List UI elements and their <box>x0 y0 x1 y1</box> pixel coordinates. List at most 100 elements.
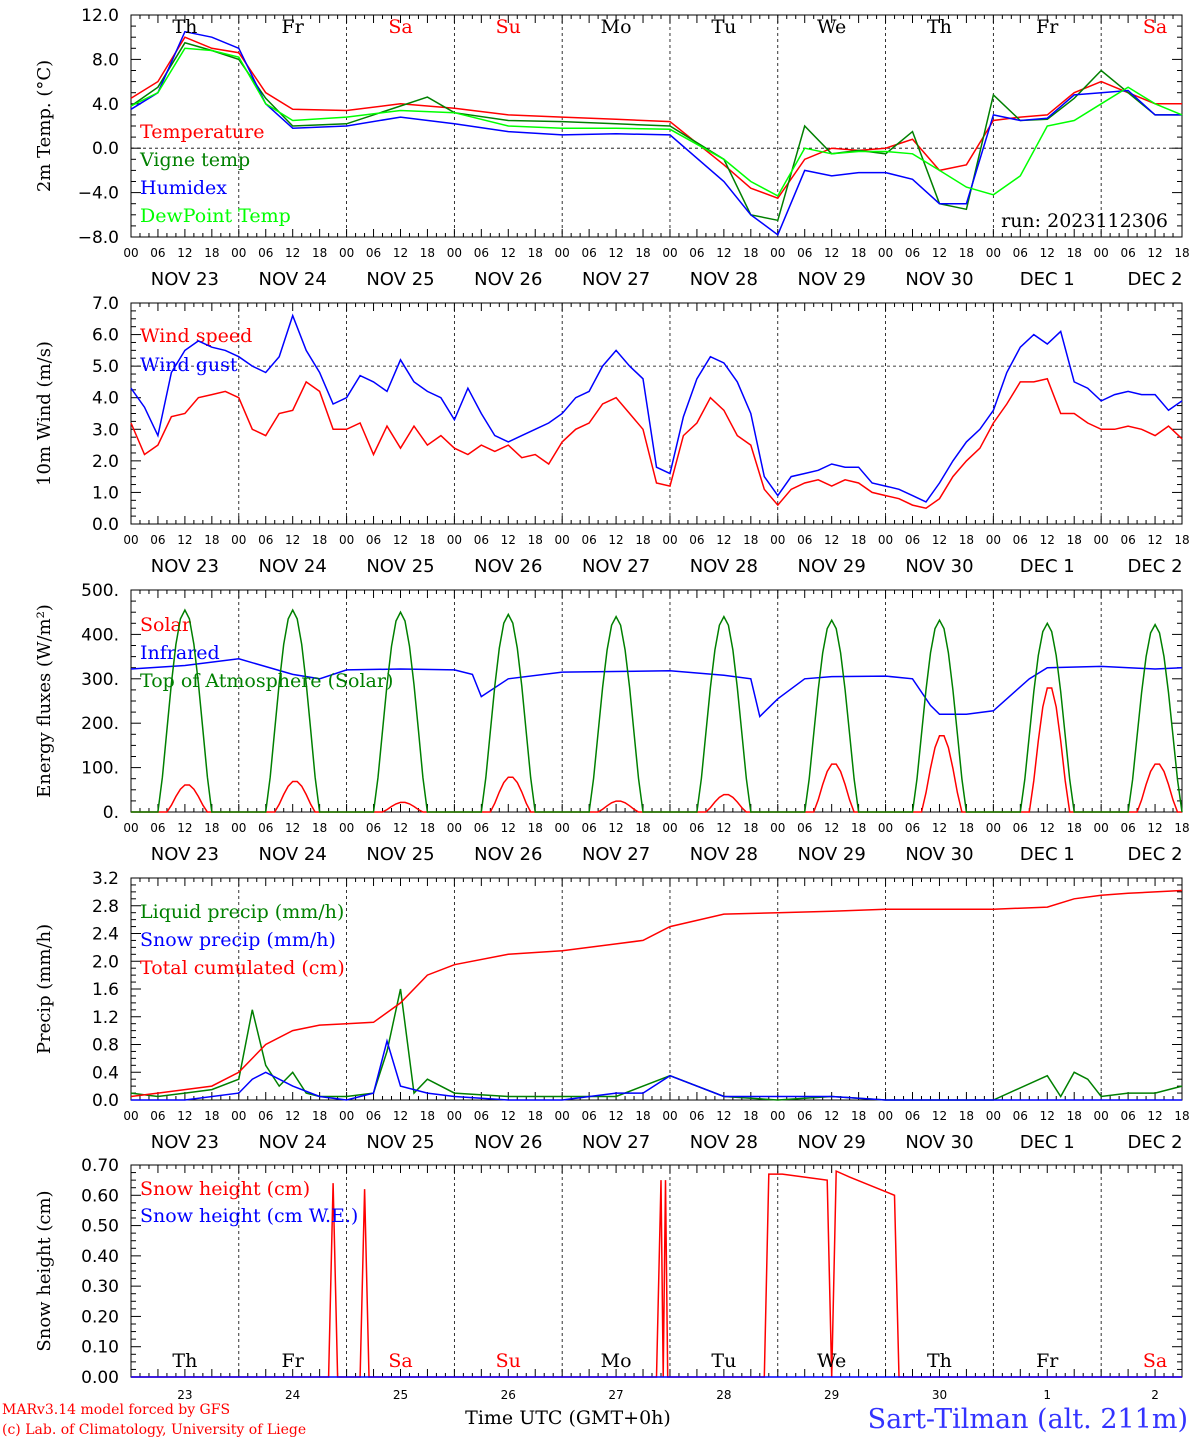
y-axis-label: Energy fluxes (W/m²) <box>34 604 55 798</box>
series-line-dewpoint-temp <box>130 47 1183 197</box>
x-hour-label: 12 <box>932 1109 947 1123</box>
x-hour-label: 12 <box>393 246 408 260</box>
x-hour-label: 06 <box>474 246 489 260</box>
x-date-label: NOV 24 <box>259 269 327 290</box>
y-tick-label: 0.0 <box>92 1091 119 1111</box>
y-tick-label: 2.4 <box>92 925 119 945</box>
day-number-label: 30 <box>932 1388 947 1402</box>
x-hour-label: 06 <box>258 246 273 260</box>
x-hour-label: 00 <box>1094 533 1109 547</box>
x-hour-label: 18 <box>743 246 758 260</box>
day-number-label: 1 <box>1043 1388 1051 1402</box>
x-hour-label: 00 <box>123 246 138 260</box>
x-hour-label: 06 <box>1120 1109 1135 1123</box>
legend-entry: Snow precip (mm/h) <box>140 929 336 951</box>
y-tick-label: 1.0 <box>92 483 119 503</box>
y-tick-label: 0.8 <box>92 1036 119 1056</box>
x-hour-label: 12 <box>716 533 731 547</box>
x-hour-label: 00 <box>555 1109 570 1123</box>
x-hour-label: 12 <box>932 246 947 260</box>
x-hour-label: 00 <box>878 821 893 835</box>
x-date-label: DEC 2 <box>1128 269 1183 290</box>
x-hour-label: 12 <box>393 533 408 547</box>
x-date-label: DEC 2 <box>1128 844 1183 865</box>
y-tick-label: 400. <box>81 625 119 645</box>
x-hour-label: 18 <box>1174 821 1189 835</box>
x-date-label: NOV 25 <box>366 556 434 577</box>
x-hour-label: 12 <box>1147 246 1162 260</box>
day-number-label: 27 <box>608 1388 623 1402</box>
x-date-label: NOV 26 <box>474 844 542 865</box>
x-hour-label: 12 <box>177 821 192 835</box>
x-date-label: NOV 23 <box>151 269 219 290</box>
x-hour-label: 18 <box>1174 246 1189 260</box>
x-hour-label: 00 <box>123 533 138 547</box>
y-tick-label: 3.2 <box>92 869 119 889</box>
x-date-label: NOV 26 <box>474 556 542 577</box>
day-of-week-label: Sa <box>1143 1350 1167 1372</box>
series-line-total-cumulated-cm- <box>130 889 1183 1098</box>
day-of-week-label: Th <box>927 1350 952 1372</box>
y-tick-label: 0.0 <box>92 515 119 535</box>
x-hour-label: 00 <box>770 246 785 260</box>
x-hour-label: 00 <box>123 821 138 835</box>
x-hour-label: 18 <box>635 533 650 547</box>
day-of-week-label: Th <box>927 16 952 38</box>
x-hour-label: 00 <box>231 821 246 835</box>
day-of-week-label: Fr <box>282 16 305 38</box>
x-hour-label: 12 <box>1040 533 1055 547</box>
x-hour-label: 12 <box>716 246 731 260</box>
x-hour-label: 18 <box>851 533 866 547</box>
x-hour-label: 12 <box>1147 533 1162 547</box>
x-date-label: DEC 2 <box>1128 1132 1183 1153</box>
x-date-label: NOV 23 <box>151 1132 219 1153</box>
series-line-solar <box>131 687 1182 813</box>
day-of-week-label: Mo <box>601 16 632 38</box>
x-hour-label: 12 <box>393 821 408 835</box>
y-tick-label: 0.30 <box>81 1277 119 1297</box>
x-hour-label: 00 <box>878 1109 893 1123</box>
series-line-liquid-precip-mm-h- <box>130 988 1183 1101</box>
x-hour-label: 18 <box>851 821 866 835</box>
x-hour-label: 12 <box>716 821 731 835</box>
day-of-week-label: Tu <box>711 1350 736 1372</box>
x-hour-label: 06 <box>1120 246 1135 260</box>
x-hour-label: 00 <box>878 533 893 547</box>
y-tick-label: 100. <box>81 759 119 779</box>
x-hour-label: 00 <box>878 246 893 260</box>
x-date-label: DEC 2 <box>1128 556 1183 577</box>
x-hour-label: 06 <box>1120 533 1135 547</box>
x-date-label: NOV 29 <box>798 269 866 290</box>
day-number-label: 29 <box>824 1388 839 1402</box>
x-hour-label: 06 <box>689 821 704 835</box>
x-hour-label: 06 <box>1013 1109 1028 1123</box>
legend-entry: Vigne temp <box>139 149 250 171</box>
day-number-label: 23 <box>177 1388 192 1402</box>
y-tick-label: 500. <box>81 581 119 601</box>
legend-entry: Infrared <box>140 642 220 664</box>
x-date-label: DEC 1 <box>1020 1132 1075 1153</box>
legend-entry: Wind speed <box>140 325 252 347</box>
x-hour-label: 00 <box>231 1109 246 1123</box>
x-hour-label: 18 <box>312 533 327 547</box>
x-hour-label: 12 <box>1040 246 1055 260</box>
x-hour-label: 00 <box>339 1109 354 1123</box>
x-hour-label: 00 <box>662 533 677 547</box>
x-hour-label: 18 <box>851 246 866 260</box>
x-hour-label: 12 <box>285 246 300 260</box>
x-hour-label: 06 <box>1120 821 1135 835</box>
x-hour-label: 06 <box>797 533 812 547</box>
x-hour-label: 06 <box>150 1109 165 1123</box>
panel-frame <box>130 302 1183 525</box>
x-date-label: NOV 27 <box>582 556 650 577</box>
y-tick-label: 0.70 <box>81 1156 119 1176</box>
x-date-label: NOV 26 <box>474 269 542 290</box>
x-hour-label: 06 <box>258 821 273 835</box>
x-hour-label: 18 <box>743 821 758 835</box>
x-hour-label: 06 <box>581 1109 596 1123</box>
x-hour-label: 12 <box>501 1109 516 1123</box>
x-hour-label: 12 <box>177 533 192 547</box>
x-hour-label: 18 <box>528 533 543 547</box>
x-date-label: NOV 28 <box>690 844 758 865</box>
y-tick-label: 6.0 <box>92 326 119 346</box>
